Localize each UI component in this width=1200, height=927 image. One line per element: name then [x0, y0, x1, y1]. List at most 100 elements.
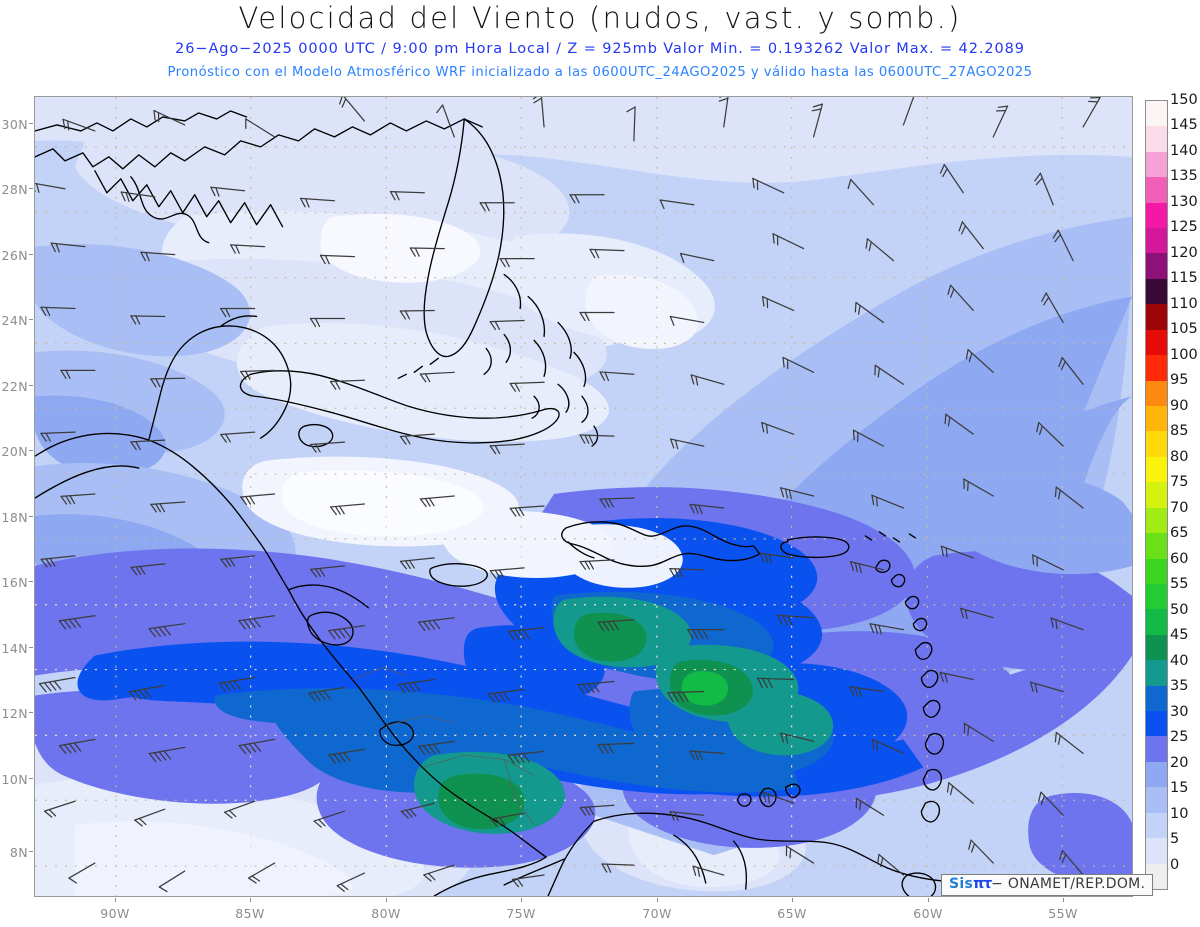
xtick-mark — [1063, 898, 1064, 902]
xtick-70W: 70W — [642, 906, 672, 921]
colorbar-band-115 — [1146, 278, 1167, 305]
xtick-65W: 65W — [777, 906, 807, 921]
xtick-mark — [250, 898, 251, 902]
colorbar-label-35: 35 — [1170, 678, 1189, 695]
ytick-mark — [29, 254, 33, 255]
colorbar-band-135 — [1146, 177, 1167, 203]
ytick-10N: 10N — [1, 772, 28, 787]
ytick-18N: 18N — [1, 510, 28, 525]
colorbar-band-100 — [1146, 355, 1167, 381]
xtick-60W: 60W — [913, 906, 943, 921]
colorbar — [1145, 100, 1168, 890]
xtick-mark — [792, 898, 793, 902]
colorbar-label-120: 120 — [1170, 244, 1198, 261]
colorbar-band-30 — [1146, 711, 1167, 737]
colorbar-band-45 — [1146, 634, 1167, 661]
xtick-mark — [115, 898, 116, 902]
xtick-55W: 55W — [1048, 906, 1078, 921]
watermark-sis-text: Sis — [949, 876, 974, 892]
xtick-mark — [657, 898, 658, 902]
colorbar-band-5 — [1146, 838, 1167, 864]
xtick-90W: 90W — [100, 906, 130, 921]
colorbar-label-110: 110 — [1170, 295, 1198, 312]
ytick-12N: 12N — [1, 706, 28, 721]
colorbar-label-55: 55 — [1170, 576, 1189, 593]
ytick-mark — [29, 712, 33, 713]
colorbar-label-60: 60 — [1170, 550, 1189, 567]
colorbar-band-35 — [1146, 685, 1167, 712]
colorbar-band-150 — [1146, 100, 1167, 127]
xtick-mark — [386, 898, 387, 902]
colorbar-band-50 — [1146, 609, 1167, 635]
colorbar-label-45: 45 — [1170, 627, 1189, 644]
map-plot-area[interactable] — [34, 96, 1133, 897]
watermark-org-text: − ONAMET/REP.DOM. — [991, 876, 1146, 892]
colorbar-band-70 — [1146, 507, 1167, 534]
colorbar-label-75: 75 — [1170, 474, 1189, 491]
colorbar-band-55 — [1146, 583, 1167, 610]
colorbar-label-105: 105 — [1170, 321, 1198, 338]
colorbar-label-0: 0 — [1170, 856, 1180, 873]
ytick-24N: 24N — [1, 313, 28, 328]
colorbar-band-95 — [1146, 380, 1167, 406]
ytick-mark — [29, 385, 33, 386]
ytick-8N: 8N — [9, 845, 28, 860]
model-description-line: Pronóstico con el Modelo Atmosférico WRF… — [167, 65, 1033, 80]
colorbar-band-140 — [1146, 151, 1167, 178]
colorbar-label-65: 65 — [1170, 525, 1189, 542]
colorbar-label-140: 140 — [1170, 142, 1198, 159]
ytick-mark — [29, 123, 33, 124]
colorbar-band-125 — [1146, 228, 1167, 254]
colorbar-band-25 — [1146, 736, 1167, 762]
xtick-mark — [521, 898, 522, 902]
ytick-mark — [29, 778, 33, 779]
ytick-mark — [29, 319, 33, 320]
ytick-14N: 14N — [1, 641, 28, 656]
colorbar-label-125: 125 — [1170, 219, 1198, 236]
ytick-mark — [29, 647, 33, 648]
ytick-22N: 22N — [1, 379, 28, 394]
colorbar-label-135: 135 — [1170, 168, 1198, 185]
map-canvas — [35, 97, 1132, 896]
ytick-mark — [29, 450, 33, 451]
colorbar-label-25: 25 — [1170, 729, 1189, 746]
ytick-28N: 28N — [1, 182, 28, 197]
colorbar-label-40: 40 — [1170, 652, 1189, 669]
ytick-mark — [29, 851, 33, 852]
ytick-30N: 30N — [1, 117, 28, 132]
colorbar-band-110 — [1146, 304, 1167, 330]
colorbar-label-100: 100 — [1170, 346, 1198, 363]
ytick-mark — [29, 516, 33, 517]
ytick-20N: 20N — [1, 444, 28, 459]
colorbar-band-20 — [1146, 761, 1167, 788]
ytick-26N: 26N — [1, 248, 28, 263]
xtick-85W: 85W — [235, 906, 265, 921]
colorbar-label-115: 115 — [1170, 270, 1198, 287]
colorbar-label-10: 10 — [1170, 805, 1189, 822]
colorbar-band-105 — [1146, 329, 1167, 356]
colorbar-band-90 — [1146, 405, 1167, 432]
colorbar-label-90: 90 — [1170, 397, 1189, 414]
colorbar-label-95: 95 — [1170, 372, 1189, 389]
forecast-valid-time-line: 26−Ago−2025 0000 UTC / 9:00 pm Hora Loca… — [175, 41, 1025, 57]
colorbar-label-30: 30 — [1170, 703, 1189, 720]
colorbar-label-70: 70 — [1170, 499, 1189, 516]
xtick-mark — [928, 898, 929, 902]
colorbar-band-85 — [1146, 431, 1167, 457]
colorbar-label-80: 80 — [1170, 448, 1189, 465]
colorbar-label-150: 150 — [1170, 92, 1198, 108]
colorbar-band-145 — [1146, 126, 1167, 152]
colorbar-band-80 — [1146, 456, 1167, 483]
colorbar-band-130 — [1146, 202, 1167, 229]
colorbar-band-75 — [1146, 482, 1167, 508]
watermark-pi-icon: πτ — [973, 876, 992, 892]
colorbar-band-60 — [1146, 558, 1167, 584]
colorbar-band-15 — [1146, 787, 1167, 813]
colorbar-label-50: 50 — [1170, 601, 1189, 618]
colorbar-band-120 — [1146, 253, 1167, 279]
ytick-mark — [29, 188, 33, 189]
colorbar-band-65 — [1146, 533, 1167, 559]
ytick-16N: 16N — [1, 575, 28, 590]
xtick-80W: 80W — [371, 906, 401, 921]
